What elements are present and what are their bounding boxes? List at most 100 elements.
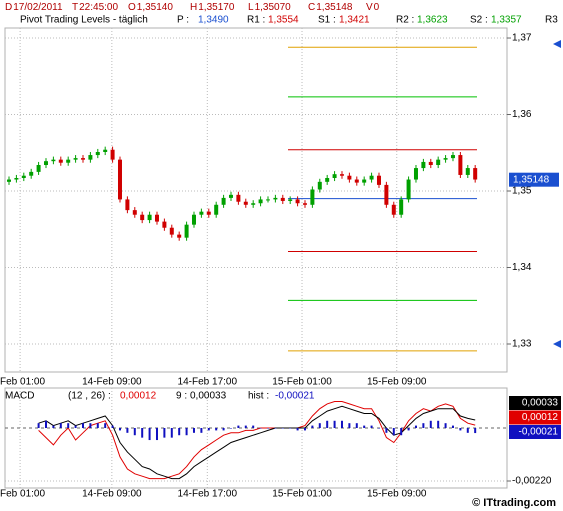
candle-body — [295, 199, 300, 204]
last-price-label: 1,35148 — [513, 174, 550, 185]
histogram-bar — [192, 428, 195, 433]
candle-body — [450, 155, 455, 159]
candle-body — [458, 155, 463, 175]
candle-body — [369, 175, 374, 180]
candle-body — [273, 197, 278, 200]
value-badge-label: 0,00033 — [522, 398, 559, 409]
candle-body — [228, 194, 233, 198]
candle-body — [251, 203, 256, 205]
y-tick-label: 1,34 — [512, 262, 532, 273]
candle-body — [473, 168, 478, 180]
histogram-bar — [229, 428, 232, 429]
histogram-bar — [474, 428, 477, 434]
scroll-arrow[interactable] — [553, 340, 561, 348]
macd-value: 0,00012 — [120, 391, 157, 402]
histogram-bar — [237, 425, 240, 428]
quote-item: T22:45:00 — [72, 2, 118, 13]
value-badge-label: 0,00012 — [522, 412, 559, 423]
histogram-bar — [466, 428, 469, 433]
macd-param: (12 , 26) : — [68, 391, 111, 402]
histogram-bar — [296, 428, 299, 431]
candle-body — [169, 227, 174, 235]
pivot-label: S1 : — [318, 15, 336, 26]
quote-value: 1,35170 — [198, 2, 235, 13]
histogram-bar — [252, 425, 255, 428]
candle-body — [310, 189, 315, 205]
macd-line — [38, 401, 476, 480]
histogram-bar — [311, 425, 314, 428]
candle-body — [362, 179, 367, 183]
candle-body — [147, 214, 152, 221]
pivot-value: 1,3554 — [268, 15, 299, 26]
quote-label: D — [5, 2, 12, 13]
histogram-bar — [111, 425, 114, 428]
histogram-bar — [148, 428, 151, 441]
histogram-bar — [370, 425, 373, 428]
x-tick-label: 15-Feb 09:00 — [367, 489, 427, 500]
x-tick-label: 14-Feb 09:00 — [82, 489, 142, 500]
candle-body — [103, 149, 108, 152]
x-tick-label: Feb 01:00 — [0, 377, 45, 388]
histogram-bar — [118, 428, 121, 431]
quote-item: V0 — [366, 2, 380, 13]
histogram-bar — [348, 423, 351, 428]
candle-body — [413, 168, 418, 180]
quote-item: C1,35148 — [308, 2, 353, 13]
value-badge — [509, 425, 561, 439]
quote-item: H1,35170 — [190, 2, 235, 13]
candle-body — [258, 199, 263, 204]
candle-body — [206, 211, 211, 215]
histogram-bar — [363, 425, 366, 428]
histogram-bar — [340, 420, 343, 428]
value-badge-label: -0,00021 — [519, 427, 559, 438]
candle-body — [421, 161, 426, 169]
histogram-bar — [355, 423, 358, 428]
quote-value: 17/02/2011 — [13, 2, 63, 13]
x-tick-label: 15-Feb 09:00 — [367, 377, 427, 388]
histogram-bar — [303, 428, 306, 431]
histogram-bar — [437, 420, 440, 428]
histogram-bar — [163, 428, 166, 438]
value-badge — [509, 396, 561, 410]
histogram-bar — [318, 423, 321, 428]
macd-value: -0,00021 — [275, 391, 315, 402]
candle-body — [406, 179, 411, 200]
quote-value: 0 — [374, 2, 380, 13]
candle-body — [384, 184, 389, 205]
price-panel — [4, 27, 508, 373]
candle-body — [154, 214, 159, 222]
histogram-bar — [215, 428, 218, 431]
histogram-bar — [59, 423, 62, 428]
scroll-arrow[interactable] — [553, 40, 561, 48]
quote-item: L1,35070 — [248, 2, 291, 13]
candle-body — [199, 211, 204, 215]
histogram-bar — [185, 428, 188, 436]
candle-body — [110, 149, 115, 160]
macd-panel — [4, 387, 508, 489]
candle-body — [221, 197, 226, 205]
histogram-bar — [429, 420, 432, 428]
pivot-value: 1,3421 — [339, 15, 370, 26]
pivot-label: R3 — [545, 15, 558, 26]
candle-body — [125, 199, 130, 211]
candle-body — [465, 168, 470, 175]
candle-body — [391, 204, 396, 215]
histogram-bar — [266, 428, 269, 429]
histogram-bar — [289, 428, 292, 429]
histogram-bar — [326, 420, 329, 428]
candle-body — [443, 158, 448, 160]
histogram-bar — [274, 428, 277, 429]
candle-body — [376, 175, 381, 185]
histogram-bar — [400, 428, 403, 436]
histogram-bar — [44, 420, 47, 428]
quote-item: O1,35140 — [128, 2, 173, 13]
candle-body — [58, 159, 63, 163]
y-tick-label: -0,00220 — [512, 476, 552, 487]
x-tick-label: Feb 01:00 — [0, 489, 45, 500]
candle-body — [66, 159, 71, 163]
histogram-bar — [126, 428, 129, 433]
y-tick-label: 1,33 — [512, 339, 532, 350]
candle-body — [43, 161, 48, 166]
pivot-label: R2 : — [396, 15, 414, 26]
quote-label: V — [366, 2, 373, 13]
